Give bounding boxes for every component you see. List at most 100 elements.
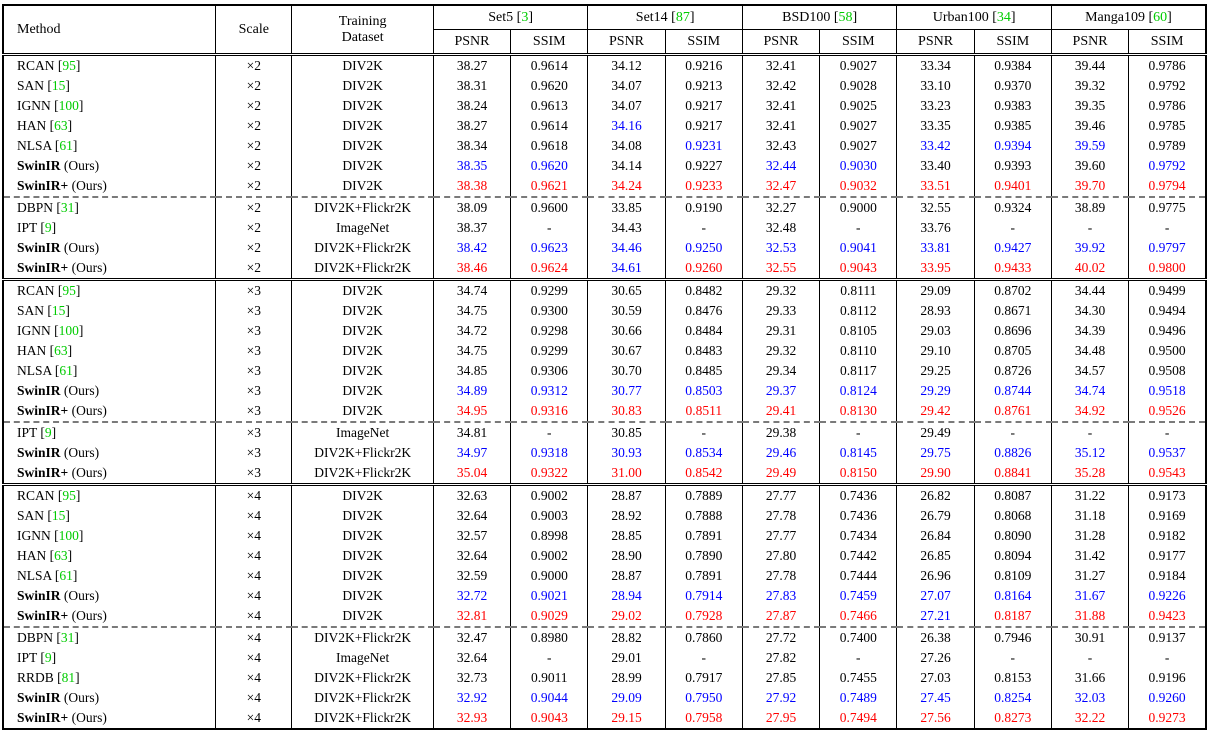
method-cell: DBPN [31] [2, 196, 216, 218]
citation-link[interactable]: 95 [62, 57, 76, 73]
training-dataset-cell: DIV2K [291, 176, 434, 197]
metric-value-cell: 32.72 [432, 586, 511, 606]
citation-link[interactable]: 34 [996, 9, 1011, 25]
metric-value-cell: 0.9027 [819, 136, 897, 156]
citation-link[interactable]: 9 [44, 219, 52, 235]
citation-link[interactable]: 61 [59, 567, 73, 583]
scale-cell: ×3 [215, 321, 292, 341]
metric-value-cell: 0.9496 [1128, 321, 1206, 341]
metric-value-cell: 28.87 [587, 566, 666, 586]
training-dataset-cell: DIV2K+Flickr2K [291, 688, 434, 708]
method-cell: SwinIR+ (Ours) [2, 463, 216, 485]
citation-link[interactable]: 9 [44, 649, 52, 665]
metric-value-cell: 0.7444 [819, 566, 897, 586]
citation-link[interactable]: 15 [51, 77, 66, 93]
table-row: SwinIR (Ours) ×2 DIV2K 38.35 0.9620 34.14 0.92… [2, 156, 1206, 176]
metric-value-cell: 0.9600 [510, 196, 588, 218]
citation-link[interactable]: 15 [51, 302, 66, 318]
metric-value-cell: 27.85 [741, 668, 820, 688]
method-name: SwinIR+ [17, 607, 69, 623]
metric-value-cell: 0.9324 [973, 196, 1052, 218]
metric-value-cell: 34.48 [1050, 341, 1129, 361]
metric-value-cell: 38.09 [432, 196, 511, 218]
metric-value-cell: 27.72 [741, 626, 820, 648]
metric-value-cell: - [1050, 421, 1129, 443]
metric-value-cell: 0.9785 [1128, 116, 1206, 136]
metric-value-cell: 29.32 [741, 341, 820, 361]
citation-link[interactable]: 31 [60, 629, 75, 645]
metric-value-cell: 32.73 [432, 668, 511, 688]
metric-value-cell: 26.96 [896, 566, 975, 586]
citation-link[interactable]: 63 [54, 342, 68, 358]
method-cell: IPT [9] [2, 218, 216, 238]
table-row: RCAN [95] ×3 DIV2K 34.74 0.9299 30.65 0.8482 29… [2, 278, 1206, 301]
citation-link[interactable]: 9 [44, 424, 52, 440]
metric-value-cell: 0.9044 [510, 688, 588, 708]
metric-value-cell: 30.93 [587, 443, 666, 463]
metric-value-cell: 0.9182 [1128, 526, 1206, 546]
citation-link[interactable]: 61 [59, 137, 73, 153]
metric-value-cell: 26.82 [896, 483, 975, 506]
training-dataset-cell: DIV2K [291, 156, 434, 176]
metric-value-cell: 33.42 [896, 136, 975, 156]
metric-value-cell: 32.47 [432, 626, 511, 648]
citation-link[interactable]: 63 [54, 547, 68, 563]
metric-value-cell: 0.7436 [819, 483, 897, 506]
metric-value-cell: 39.35 [1050, 96, 1129, 116]
scale-cell: ×4 [215, 648, 292, 668]
metric-value-cell: 0.9775 [1128, 196, 1206, 218]
citation-link[interactable]: 100 [58, 97, 79, 113]
metric-value-cell: 0.7860 [664, 626, 743, 648]
metric-value-cell: 27.07 [896, 586, 975, 606]
metric-value-cell: 0.9494 [1128, 301, 1206, 321]
metric-value-cell: 0.8090 [973, 526, 1052, 546]
metric-value-cell: 39.32 [1050, 76, 1129, 96]
metric-value-cell: 0.8153 [973, 668, 1052, 688]
metric-value-cell: 32.22 [1050, 708, 1129, 729]
method-cell: RCAN [95] [2, 54, 216, 76]
metric-value-cell: 26.85 [896, 546, 975, 566]
metric-value-cell: 32.64 [432, 546, 511, 566]
method-cell: SwinIR (Ours) [2, 443, 216, 463]
metric-value-cell: 34.16 [587, 116, 666, 136]
citation-link[interactable]: 100 [58, 322, 79, 338]
training-dataset-cell: DIV2K [291, 76, 434, 96]
citation-link[interactable]: 81 [61, 669, 76, 685]
col-header-psnr: PSNR [741, 29, 820, 55]
metric-value-cell: 0.8998 [510, 526, 588, 546]
metric-value-cell: 34.74 [432, 278, 511, 301]
training-dataset-cell: DIV2K+Flickr2K [291, 626, 434, 648]
metric-value-cell: 0.9794 [1128, 176, 1206, 197]
citation-link[interactable]: 31 [60, 199, 75, 215]
method-name: SwinIR [17, 239, 61, 255]
table-row: NLSA [61] ×4 DIV2K 32.59 0.9000 28.87 0.7891 27… [2, 566, 1206, 586]
citation-link[interactable]: 95 [62, 282, 76, 298]
citation-link[interactable]: 61 [59, 362, 73, 378]
metric-value-cell: 29.49 [896, 421, 975, 443]
method-cell: SwinIR+ (Ours) [2, 606, 216, 627]
metric-value-cell: 39.44 [1050, 54, 1129, 76]
table-row: HAN [63] ×3 DIV2K 34.75 0.9299 30.67 0.8483 29.… [2, 341, 1206, 361]
metric-value-cell: 31.67 [1050, 586, 1129, 606]
method-cell: HAN [63] [2, 116, 216, 136]
citation-link[interactable]: 100 [58, 527, 79, 543]
metric-value-cell: 0.9002 [510, 546, 588, 566]
citation-link[interactable]: 60 [1153, 9, 1168, 25]
citation-link[interactable]: 3 [521, 9, 529, 25]
table-row: SAN [15] ×2 DIV2K 38.31 0.9620 34.07 0.9213 32.… [2, 76, 1206, 96]
citation-link[interactable]: 95 [62, 487, 76, 503]
metric-value-cell: - [510, 648, 588, 668]
metric-value-cell: 39.92 [1050, 238, 1129, 258]
citation-link[interactable]: 15 [51, 507, 66, 523]
metric-value-cell: 27.45 [896, 688, 975, 708]
metric-value-cell: 31.42 [1050, 546, 1129, 566]
metric-value-cell: 0.8726 [973, 361, 1052, 381]
citation-link[interactable]: 58 [838, 9, 853, 25]
citation-link[interactable]: 63 [54, 117, 68, 133]
metric-value-cell: 0.7489 [819, 688, 897, 708]
metric-value-cell: 0.8130 [819, 401, 897, 422]
metric-value-cell: 0.7434 [819, 526, 897, 546]
metric-value-cell: 30.65 [587, 278, 666, 301]
metric-value-cell: 0.8110 [819, 341, 897, 361]
citation-link[interactable]: 87 [675, 9, 690, 25]
